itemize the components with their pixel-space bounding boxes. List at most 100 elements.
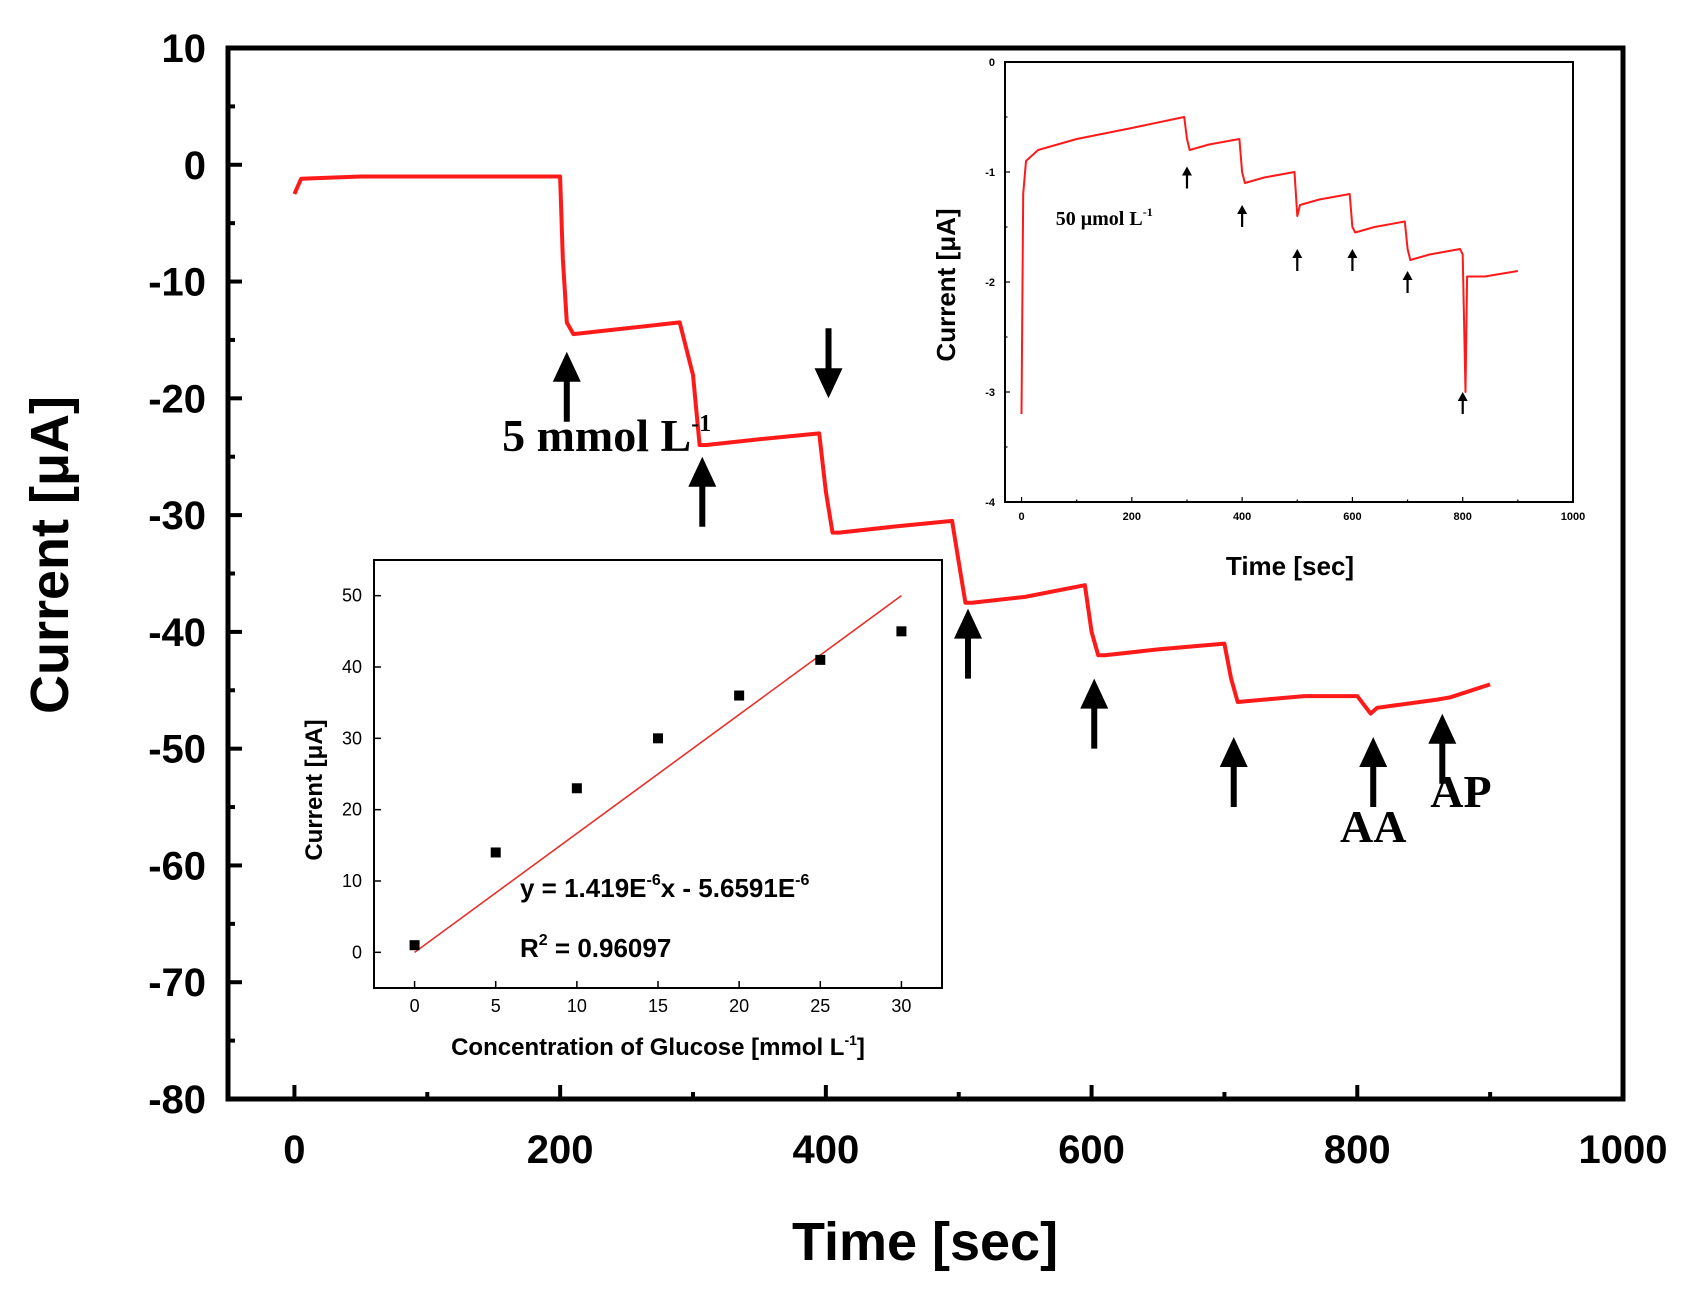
low-inset-y-axis-label: Current [μA] bbox=[931, 208, 961, 361]
low-inset-frame bbox=[1004, 61, 1574, 503]
low-inset-background bbox=[1005, 62, 1575, 502]
y-tick-label: -1 bbox=[985, 167, 995, 179]
y-tick-label: 30 bbox=[342, 728, 362, 748]
x-tick-label: 1000 bbox=[1579, 1128, 1668, 1172]
y-tick-label: 10 bbox=[342, 871, 362, 891]
fit-equation-mid: x - 5.6591E bbox=[661, 873, 795, 903]
y-tick-label: 0 bbox=[352, 942, 362, 962]
x-tick-label: 0 bbox=[410, 996, 420, 1016]
calibration-point bbox=[409, 940, 420, 951]
main-plot-frame bbox=[225, 45, 1626, 1102]
y-tick-label: -2 bbox=[985, 277, 995, 289]
fit-r-squared-sup: 2 bbox=[539, 932, 548, 949]
up-arrow-marker bbox=[1457, 392, 1468, 414]
up-arrow-marker bbox=[1428, 713, 1457, 784]
y-tick-label: 50 bbox=[342, 586, 362, 606]
y-tick-label: -4 bbox=[985, 497, 996, 509]
calibration-point bbox=[571, 783, 582, 794]
main-x-axis-label: Time [sec] bbox=[792, 1212, 1058, 1272]
low-inset-arrows bbox=[1181, 166, 1468, 414]
y-tick-label: -3 bbox=[985, 387, 995, 399]
calibration-tick-labels: 0 5 10 15 20 25 30 0 10 20 30 40 50 bbox=[342, 586, 911, 1016]
y-tick-label: 0 bbox=[184, 144, 206, 188]
up-arrow-marker bbox=[954, 608, 983, 679]
x-tick-label: 0 bbox=[1018, 511, 1024, 523]
x-tick-label: 200 bbox=[1123, 511, 1141, 523]
up-arrow-marker bbox=[552, 351, 581, 422]
up-arrow-marker bbox=[1359, 737, 1388, 808]
calibration-point bbox=[815, 654, 826, 665]
annotation-ap: AP bbox=[1430, 766, 1491, 817]
x-tick-label: 400 bbox=[1233, 511, 1251, 523]
y-tick-label: -20 bbox=[148, 377, 206, 421]
fit-r-squared-rest: = 0.96097 bbox=[548, 933, 672, 963]
y-tick-label: -80 bbox=[148, 1078, 206, 1122]
annotation-50-umol-text: 50 μmol L bbox=[1056, 208, 1143, 230]
calibration-x-axis-label-text: Concentration of Glucose [mmol L bbox=[451, 1034, 844, 1061]
y-tick-label: 40 bbox=[342, 657, 362, 677]
annotation-5-mmol-text: 5 mmol L bbox=[502, 410, 691, 461]
calibration-point bbox=[490, 847, 501, 858]
fit-r-squared-prefix: R bbox=[520, 933, 539, 963]
down-arrow-marker bbox=[814, 328, 843, 399]
fit-equation: y = 1.419E-6x - 5.6591E-6 bbox=[520, 872, 810, 903]
y-tick-label: -60 bbox=[148, 844, 206, 888]
up-arrow-marker bbox=[1219, 737, 1248, 808]
annotation-aa: AA bbox=[1340, 801, 1406, 852]
main-y-axis-label: Current [μA] bbox=[20, 396, 80, 714]
y-tick-label: -70 bbox=[148, 961, 206, 1005]
calibration-x-axis-label-end: ] bbox=[857, 1034, 865, 1061]
up-arrow-marker bbox=[1181, 166, 1192, 189]
annotation-50-umol-sup: -1 bbox=[1143, 205, 1153, 219]
x-tick-label: 0 bbox=[283, 1128, 305, 1172]
x-tick-label: 5 bbox=[491, 996, 501, 1016]
x-tick-label: 10 bbox=[567, 996, 587, 1016]
y-tick-label: 10 bbox=[162, 27, 207, 71]
y-tick-label: -30 bbox=[148, 494, 206, 538]
y-tick-label: 20 bbox=[342, 800, 362, 820]
up-arrow-marker bbox=[1347, 249, 1358, 271]
x-tick-label: 600 bbox=[1343, 511, 1361, 523]
low-inset-tick-labels: 0 200 400 600 800 1000 0 -1 -2 -3 -4 bbox=[985, 57, 1585, 523]
main-plot: 0 200 400 600 800 1000100-10-20-30-40-50-60-7… bbox=[20, 27, 1667, 1272]
fit-equation-sup2: -6 bbox=[795, 872, 809, 889]
calibration-x-axis-label-sup: -1 bbox=[844, 1032, 857, 1048]
calibration-x-axis-label: Concentration of Glucose [mmol L-1] bbox=[451, 1032, 865, 1061]
calibration-point bbox=[896, 626, 907, 637]
annotation-50-umol: 50 μmol L-1 bbox=[1056, 205, 1153, 230]
fit-equation-prefix: y = 1.419E bbox=[520, 873, 647, 903]
low-inset-x-axis-label: Time [sec] bbox=[1226, 551, 1354, 581]
fit-r-squared: R2 = 0.96097 bbox=[520, 932, 671, 963]
calibration-y-axis-label: Current [μA] bbox=[301, 719, 328, 860]
x-tick-label: 200 bbox=[527, 1128, 594, 1172]
x-tick-label: 30 bbox=[891, 996, 911, 1016]
x-tick-label: 600 bbox=[1058, 1128, 1125, 1172]
calibration-point bbox=[734, 690, 745, 701]
calibration-ticks bbox=[374, 594, 903, 988]
x-tick-label: 20 bbox=[729, 996, 749, 1016]
up-arrow-marker bbox=[1402, 271, 1413, 293]
up-arrow-marker bbox=[1292, 249, 1303, 271]
main-tick-labels: 0 200 400 600 800 1000100-10-20-30-40-50-60-7… bbox=[148, 27, 1667, 1172]
annotation-5-mmol-sup: -1 bbox=[691, 411, 711, 437]
x-tick-label: 1000 bbox=[1561, 511, 1585, 523]
y-tick-label: -40 bbox=[148, 611, 206, 655]
x-tick-label: 15 bbox=[648, 996, 668, 1016]
up-arrow-marker bbox=[1080, 678, 1109, 749]
x-tick-label: 400 bbox=[792, 1128, 859, 1172]
y-tick-label: -50 bbox=[148, 728, 206, 772]
calibration-frame bbox=[373, 559, 943, 989]
fit-equation-sup1: -6 bbox=[647, 872, 661, 889]
y-tick-label: 0 bbox=[989, 57, 995, 69]
x-tick-label: 800 bbox=[1454, 511, 1472, 523]
main-arrows bbox=[552, 328, 1457, 808]
x-tick-label: 800 bbox=[1324, 1128, 1391, 1172]
main-series-line bbox=[292, 174, 1491, 716]
calibration-points bbox=[409, 626, 907, 951]
low-inset-series-line bbox=[1020, 116, 1519, 415]
x-tick-label: 25 bbox=[810, 996, 830, 1016]
up-arrow-marker bbox=[1237, 205, 1248, 227]
